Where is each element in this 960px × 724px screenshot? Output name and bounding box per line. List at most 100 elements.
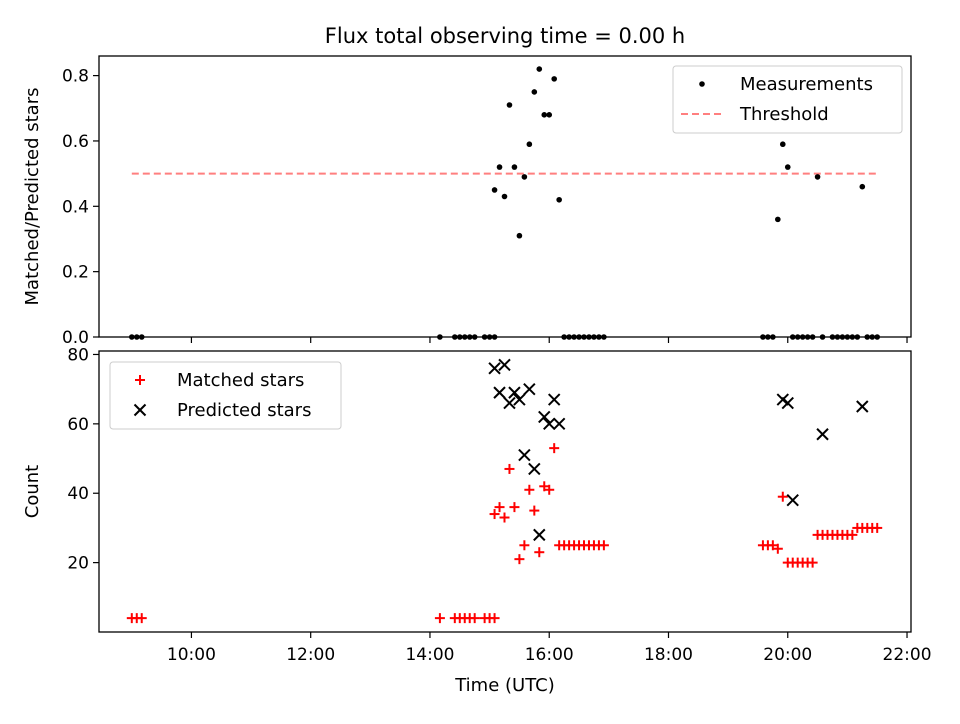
measurement-point [591, 334, 597, 340]
measurement-point [869, 334, 876, 340]
predicted-point [508, 386, 521, 399]
measurement-point [859, 183, 866, 190]
predicted-point [816, 428, 829, 441]
legend-box [109, 361, 342, 430]
measurement-point [561, 334, 567, 340]
x-tick-label: 14:00 [405, 645, 454, 665]
measurement-point [491, 334, 498, 340]
matched-point [549, 443, 560, 454]
matched-point [544, 484, 555, 495]
legend-label-threshold: Threshold [739, 104, 829, 125]
legend-label-matched: Matched stars [177, 370, 304, 391]
predicted-point [856, 400, 869, 413]
x-tick-label: 22:00 [883, 645, 932, 665]
matched-point [514, 554, 525, 565]
chart-title: Flux total observing time = 0.00 h [325, 24, 685, 48]
measurement-point [770, 334, 776, 340]
measurement-point [814, 174, 821, 180]
y-tick-label: 40 [67, 484, 89, 504]
measurement-point [779, 141, 786, 148]
measurement-point [596, 334, 602, 340]
predicted-point [513, 393, 526, 406]
matched-point [504, 463, 515, 474]
measurement-point [581, 334, 587, 340]
matched-point [524, 484, 535, 495]
matched-point [489, 509, 500, 520]
predicted-point [781, 396, 794, 410]
measurement-point [775, 216, 781, 223]
measurement-point [874, 334, 881, 340]
axes-frame [98, 350, 912, 633]
matched-point [519, 540, 530, 551]
matched-point [872, 522, 883, 533]
x-tick-label: 18:00 [644, 645, 693, 665]
x-tick-label: 16:00 [525, 645, 574, 665]
legend-marker-measurements [699, 81, 705, 87]
measurement-point [546, 112, 553, 118]
predicted-point [786, 493, 799, 507]
measurement-point [506, 102, 513, 108]
predicted-point [528, 462, 541, 476]
measurement-point [501, 193, 508, 200]
measurement-point [854, 334, 861, 340]
measurement-point [586, 334, 592, 340]
x-axis-label: Time (UTC) [454, 675, 555, 696]
measurement-point [551, 76, 557, 82]
y-tick-label: 0.8 [62, 67, 89, 87]
measurement-point [466, 334, 473, 340]
measurement-point [456, 334, 463, 340]
y-tick-label: 60 [67, 415, 89, 435]
predicted-point [523, 382, 536, 396]
predicted-point [503, 396, 516, 410]
matched-point [499, 512, 510, 523]
matched-point [772, 543, 783, 554]
measurement-point [541, 112, 548, 118]
y-tick-label: 0.6 [62, 132, 89, 152]
measurement-point [799, 334, 806, 340]
measurement-point [789, 334, 796, 340]
measurement-point [437, 334, 443, 340]
y-tick-label: 0.0 [62, 328, 89, 348]
measurement-point [516, 232, 523, 239]
measurement-point [571, 334, 577, 340]
legend-box [672, 65, 903, 134]
measurement-point [839, 334, 846, 340]
measurement-point [486, 334, 493, 340]
measurement-point [481, 334, 488, 340]
measurement-point [601, 334, 607, 340]
plot-area [128, 66, 881, 340]
matched-point [469, 613, 480, 624]
measurement-point [461, 334, 468, 340]
predicted-point [518, 448, 531, 462]
y-axis-label: Count [22, 465, 43, 518]
measurement-point [138, 334, 145, 340]
measurement-point [471, 334, 478, 340]
measurement-point [491, 187, 498, 193]
measurement-point [819, 334, 826, 340]
legend-label-measurements: Measurements [740, 74, 873, 95]
legend-label-predicted: Predicted stars [177, 400, 311, 421]
measurement-point [531, 89, 538, 95]
measurement-point [829, 334, 836, 340]
predicted-point [538, 410, 551, 424]
legend-marker-matched [135, 375, 145, 385]
matched-point [777, 491, 788, 502]
measurement-point [526, 141, 533, 148]
measurement-point [566, 334, 572, 340]
measurement-point [536, 66, 543, 72]
measurement-point [576, 334, 582, 340]
plot-area [126, 358, 883, 624]
measurement-point [804, 334, 811, 340]
measurement-point [496, 164, 503, 170]
bottom-panel: 20 40 60 80 10:00 12:00 14:00 16:00 18:00 20:00 22… [22, 345, 932, 665]
matched-point [509, 502, 520, 513]
matched-point [534, 547, 545, 558]
matched-point [434, 613, 445, 624]
measurement-point [784, 164, 791, 170]
measurement-point [809, 334, 816, 340]
measurement-point [794, 334, 801, 340]
matched-point [598, 540, 609, 551]
x-tick-label: 12:00 [286, 645, 335, 665]
legend: Measurements Threshold [672, 65, 903, 134]
